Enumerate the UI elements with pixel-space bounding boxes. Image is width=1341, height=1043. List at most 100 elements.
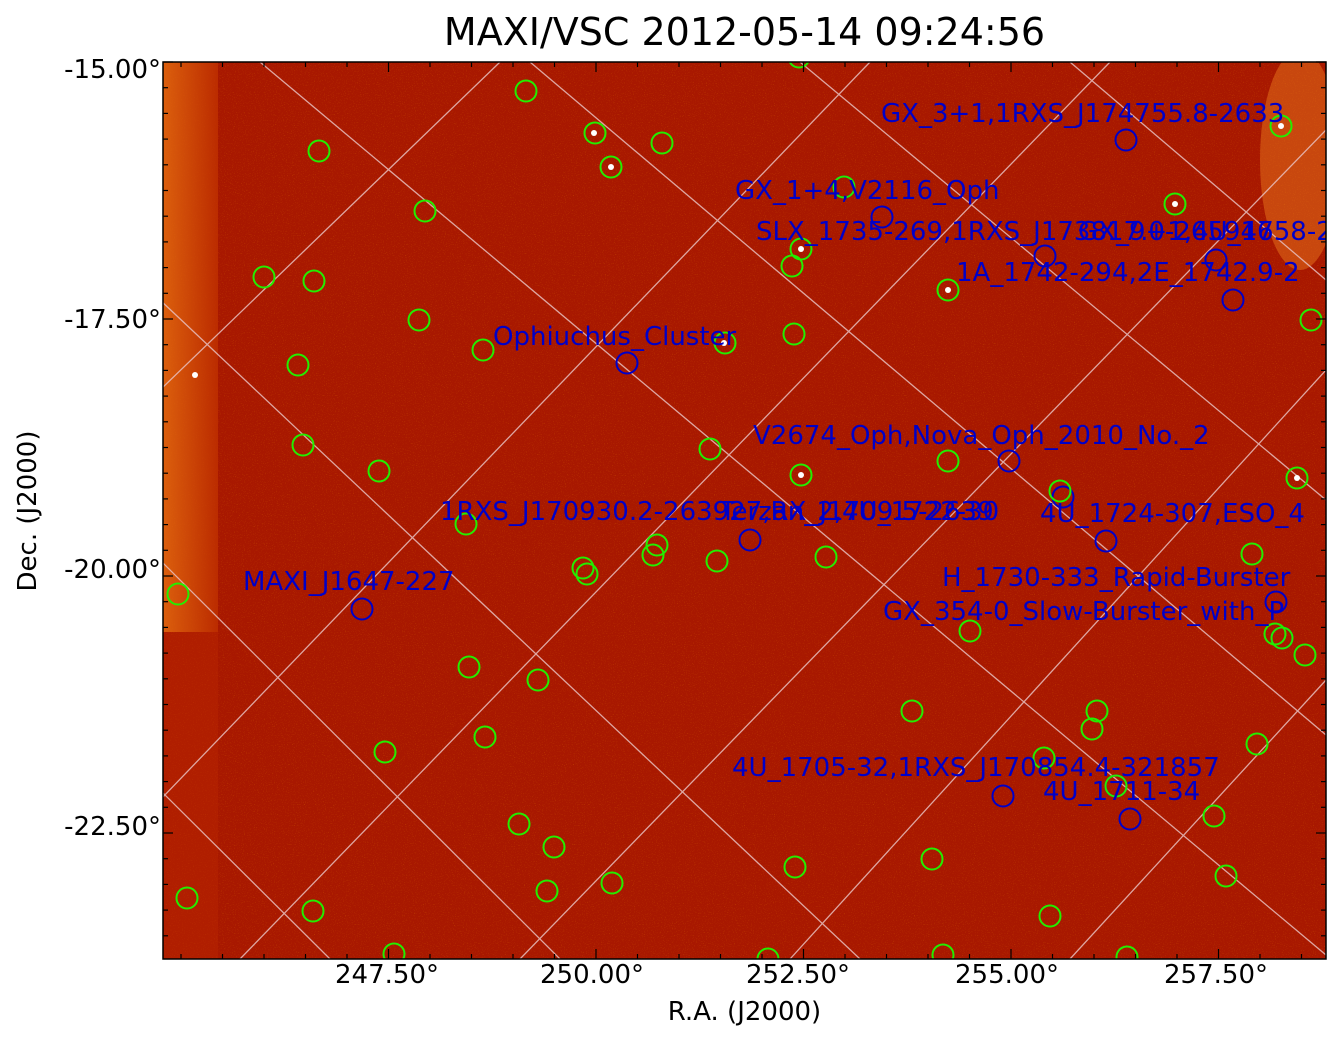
detection-circle [307,139,331,163]
source-label: GX_3+1,1RXS_J174755.8-2633 [881,99,1284,129]
grid-line [163,62,501,389]
source-label: H_1730-333_Rapid-Burster [942,563,1291,593]
source-circle [1033,244,1057,268]
detection-circle [900,699,924,723]
detection-circle [1240,542,1264,566]
detection-circle [571,556,595,580]
grid-line [163,301,861,959]
grid-line [789,369,1326,959]
grid-line [163,792,331,959]
x-tick-label: 247.50° [335,960,439,990]
x-tick-label: 252.50° [746,960,850,990]
detection-circle [1038,904,1062,928]
detection-circle [1285,466,1309,490]
detection-circle [931,943,955,959]
detection-circle [252,265,276,289]
grid-line [259,62,1326,956]
source-label: 1RXS_J170930.2-263927,RX_J1709.5-2639 [440,497,994,527]
detection-circle [936,278,960,302]
coordinate-grid [163,62,1326,959]
detection-circle [1293,643,1317,667]
source-label: MAXI_J1647-227 [243,567,455,597]
source-label: 4U_1705-32,1RXS_J170854.4-321857 [732,753,1220,783]
grid-line [1069,679,1326,959]
source-circle [615,351,639,375]
detection-circle [782,322,806,346]
detection-circle [1080,717,1104,741]
grid-line [519,129,1326,959]
source-circle [997,449,1021,473]
source-label: GX_354-0_Slow-Burster_with_P [883,597,1284,627]
source-circle [1264,590,1288,614]
left-edge-strip-lower [163,632,218,959]
detection-circle [1269,114,1293,138]
detection-circle [166,582,190,606]
detection-circle [783,855,807,879]
detection-circle [286,353,310,377]
axis-ticks [163,61,1326,959]
detection-circle [382,942,406,959]
detection-circle [936,449,960,473]
detection-circle [291,433,315,457]
detection-circle [1245,732,1269,756]
detection-circle [1048,479,1072,503]
left-edge-strip [163,62,218,632]
detection-circle [1214,864,1238,888]
y-tick-label: -20.00° [64,555,161,585]
source-label: 4U_1724-307,ESO_4 [1040,499,1305,529]
detection-circle [367,459,391,483]
detection-circle [832,175,856,199]
x-tick-label: 257.50° [1164,960,1268,990]
source-labels: GX_3+1,1RXS_J174755.8-2633 GX_1+4,V2116_O… [243,99,1326,807]
detection-circle [454,512,478,536]
detection-circle [1104,774,1128,798]
detection-circle [471,338,495,362]
source-circle [350,597,374,621]
detection-circle [302,269,326,293]
detection-circle [958,619,982,643]
source-circle [1114,128,1138,152]
plot-frame [162,61,1327,960]
grid-line [529,62,1326,736]
grid-line [239,62,1111,959]
detection-circle [650,131,674,155]
detection-circle [1270,626,1294,650]
detection-circle [756,947,780,959]
detection-circle [301,899,325,923]
detection-circle [1115,945,1139,959]
detection-circle [645,533,669,557]
bright-spot [608,164,614,170]
y-tick-label: -22.50° [64,812,161,842]
source-label: Terzan_2,4U_1722-30 [719,497,999,527]
source-label: GX_1+4,V2116_Oph [735,176,1000,206]
bright-spot [192,372,198,378]
detection-circle [575,562,599,586]
source-circle [1118,807,1142,831]
detection-circle [542,835,566,859]
source-label: SLX_1735-269,1RXS_J173817.0-265946 [756,217,1274,247]
chart-title: MAXI/VSC 2012-05-14 09:24:56 [443,10,1046,54]
source-circle [1204,248,1228,272]
source-circle [870,205,894,229]
detection-circle [175,886,199,910]
bright-spot [1278,123,1284,129]
grid-line [163,62,871,798]
detection-circle [600,871,624,895]
detection-circle [1163,192,1187,216]
detection-circle [705,549,729,573]
detection-circle [457,655,481,679]
bright-spot [798,472,804,478]
detection-circle [514,79,538,103]
detection-circle [407,308,431,332]
bright-spot [798,246,804,252]
detection-circle [535,879,559,903]
grid-line [799,62,1326,501]
detection-circle [473,725,497,749]
detection-circle [814,545,838,569]
y-axis-label: Dec. (J2000) [13,430,43,592]
detection-circle [373,740,397,764]
source-label: Ophiuchus_Cluster [493,322,737,352]
detection-circle [1085,699,1109,723]
detection-circle [583,121,607,145]
